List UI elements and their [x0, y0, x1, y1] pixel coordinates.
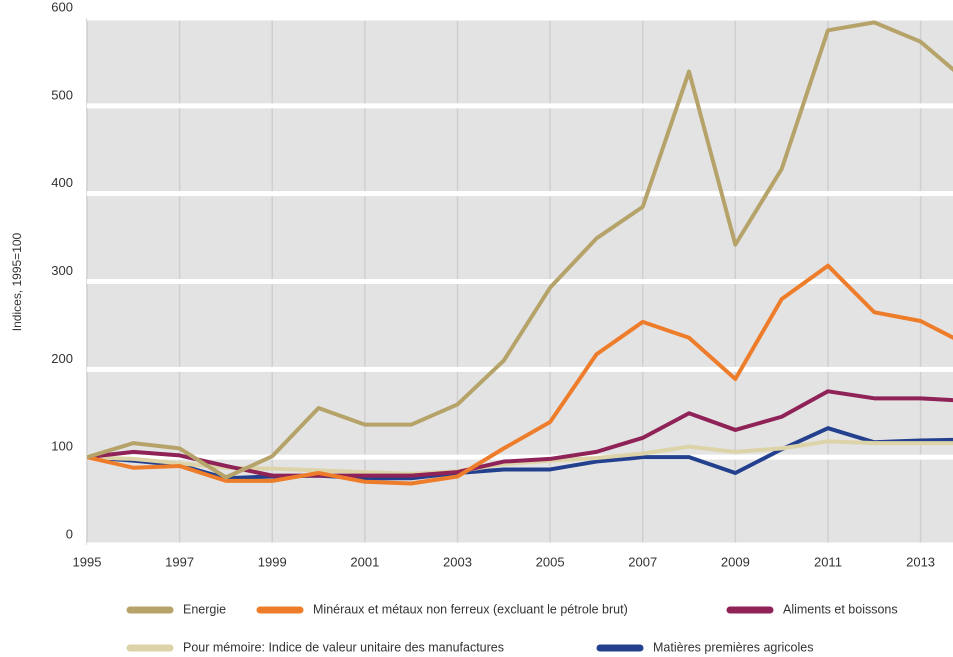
series-line — [87, 20, 953, 480]
y-tick-label: 200 — [51, 351, 73, 366]
y-tick-label: 400 — [51, 175, 73, 190]
x-tick-label: 2007 — [628, 554, 657, 569]
x-tick-label: 1999 — [258, 554, 287, 569]
series-line — [87, 389, 953, 478]
x-tick-label: 2013 — [906, 554, 935, 569]
x-tick-label: 2009 — [721, 554, 750, 569]
x-tick-label: 2003 — [443, 554, 472, 569]
series-line — [87, 263, 953, 486]
legend-label: Minéraux et métaux non ferreux (excluant… — [313, 602, 628, 616]
legend-label: Energie — [183, 602, 226, 616]
legend-label: Pour mémoire: Indice de valeur unitaire … — [183, 640, 504, 654]
x-tick-label: 1995 — [73, 554, 102, 569]
y-tick-label: 300 — [51, 263, 73, 278]
series-line — [87, 426, 953, 481]
y-tick-label: 500 — [51, 87, 73, 102]
x-tick-label: 2011 — [814, 554, 842, 569]
legend-label: Aliments et boissons — [783, 602, 898, 616]
x-tick-label: 1997 — [165, 554, 194, 569]
series-group — [87, 20, 953, 486]
y-tick-label: 100 — [51, 439, 73, 454]
legend-label: Matières premières agricoles — [653, 640, 813, 654]
y-tick-label: 0 — [66, 526, 73, 541]
x-tick-label: 2005 — [536, 554, 565, 569]
y-tick-label: 600 — [51, 0, 73, 14]
y-axis-label: Indices, 1995=100 — [10, 232, 24, 331]
x-tick-label: 2001 — [350, 554, 379, 569]
